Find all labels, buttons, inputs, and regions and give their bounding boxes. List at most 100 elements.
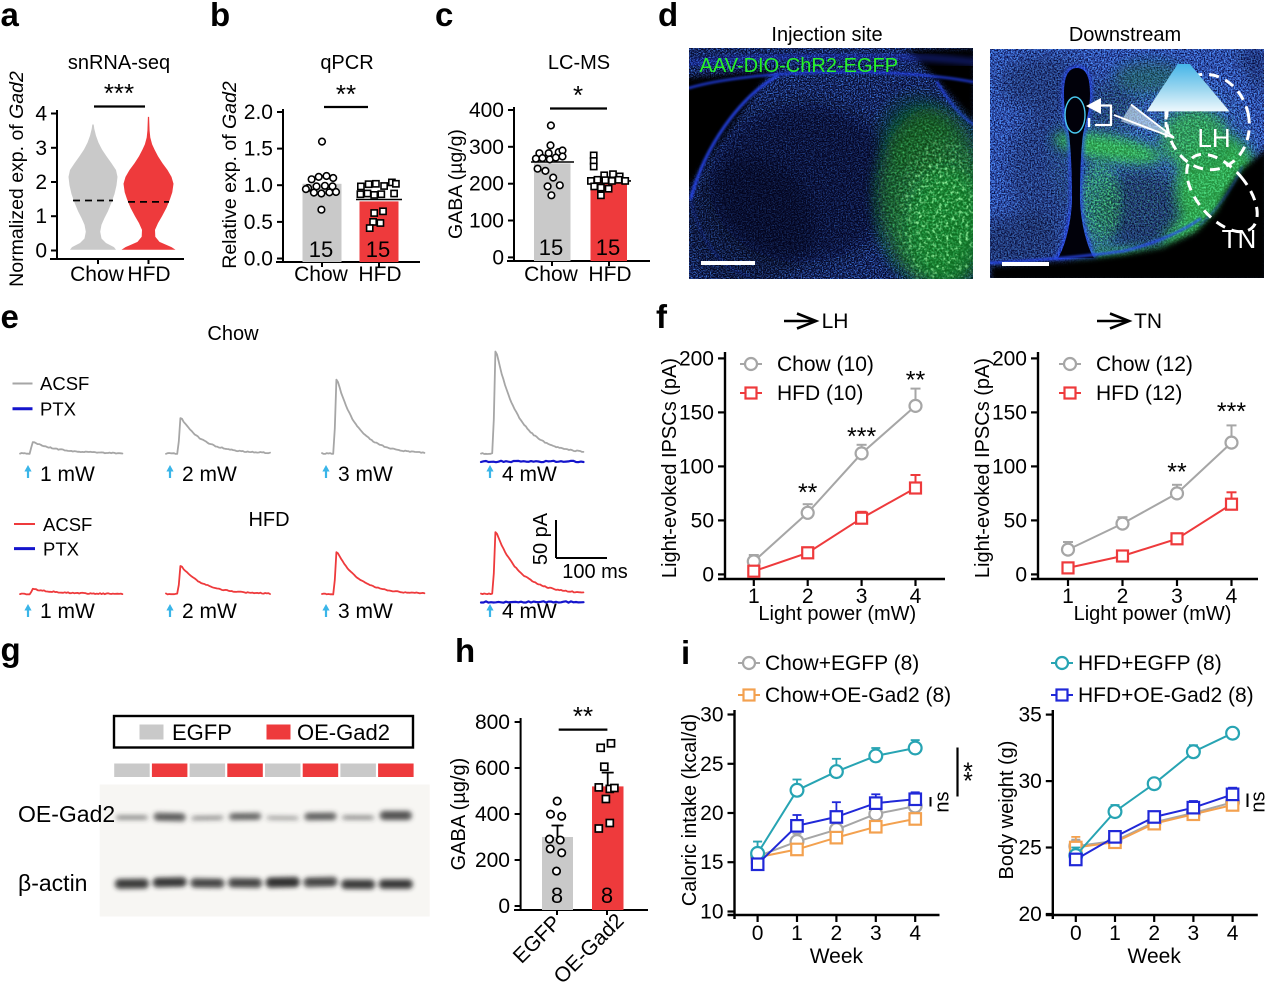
svg-text:0: 0 [1070,922,1082,945]
svg-text:**: ** [1167,458,1187,486]
svg-text:HFD: HFD [358,263,401,286]
svg-text:100: 100 [679,455,714,478]
svg-text:2: 2 [1148,922,1160,945]
svg-text:15: 15 [366,237,390,262]
svg-text:2: 2 [35,171,47,194]
svg-text:4: 4 [1226,585,1238,608]
svg-text:b: b [210,0,230,33]
svg-text:8: 8 [601,883,613,908]
svg-text:200: 200 [992,347,1027,370]
svg-text:10: 10 [700,901,723,924]
svg-text:25: 25 [700,753,723,776]
svg-text:2: 2 [1117,585,1129,608]
svg-text:c: c [435,0,453,33]
svg-text:LH: LH [822,310,849,333]
svg-text:3: 3 [35,137,47,160]
svg-text:15: 15 [700,851,723,874]
svg-text:50: 50 [691,509,714,532]
svg-text:e: e [1,298,19,335]
svg-text:Chow (10): Chow (10) [777,353,874,376]
svg-text:d: d [658,0,678,33]
svg-text:HFD (12): HFD (12) [1096,382,1182,405]
svg-text:1: 1 [1062,585,1074,608]
svg-text:Injection site: Injection site [771,24,882,46]
svg-text:3: 3 [870,922,882,945]
svg-text:Chow: Chow [70,263,125,286]
svg-text:1.0: 1.0 [244,174,273,197]
svg-text:***: *** [1217,398,1246,426]
svg-text:1.5: 1.5 [244,138,273,161]
svg-text:Week: Week [810,945,864,968]
svg-text:1: 1 [748,585,760,608]
svg-text:OE-Gad2: OE-Gad2 [297,720,390,745]
svg-text:150: 150 [992,401,1027,424]
svg-text:3: 3 [1171,585,1183,608]
svg-text:Light-evoked IPSCs (pA): Light-evoked IPSCs (pA) [659,358,681,578]
svg-text:h: h [455,632,475,669]
svg-text:g: g [1,631,21,668]
svg-text:8: 8 [551,883,563,908]
svg-text:50 pA: 50 pA [530,512,552,565]
svg-text:EGFP: EGFP [172,720,232,745]
svg-text:TN: TN [1222,224,1257,254]
svg-text:1: 1 [1109,922,1121,945]
svg-text:Chow (12): Chow (12) [1096,353,1193,376]
svg-text:i: i [681,634,690,671]
svg-text:Chow: Chow [207,323,259,345]
svg-text:β-actin: β-actin [18,870,87,896]
svg-text:Body weight (g): Body weight (g) [996,741,1018,880]
svg-text:ACSF: ACSF [40,373,89,394]
svg-text:Light power (mW): Light power (mW) [1074,603,1232,625]
svg-text:Chow+OE-Gad2 (8): Chow+OE-Gad2 (8) [765,684,951,707]
svg-text:**: ** [798,479,818,507]
svg-text:ns: ns [932,791,954,812]
svg-text:AAV-DIO-ChR2-EGFP: AAV-DIO-ChR2-EGFP [700,55,899,77]
svg-text:***: *** [847,423,876,451]
svg-text:*: * [573,80,583,110]
svg-text:PTX: PTX [40,399,76,420]
svg-text:f: f [656,298,668,335]
svg-text:a: a [1,0,20,33]
svg-text:Normalized exp. of Gad2: Normalized exp. of Gad2 [6,71,28,287]
svg-text:LH: LH [1197,123,1230,153]
svg-text:4: 4 [35,103,47,126]
svg-text:3 mW: 3 mW [338,463,393,486]
svg-text:TN: TN [1134,310,1162,333]
svg-text:4: 4 [1227,922,1239,945]
svg-text:1 mW: 1 mW [40,600,95,623]
svg-text:15: 15 [539,235,563,260]
svg-text:100 ms: 100 ms [562,561,628,583]
svg-text:15: 15 [309,237,333,262]
svg-text:0: 0 [35,240,47,263]
svg-text:20: 20 [700,802,723,825]
svg-text:100: 100 [469,210,504,233]
svg-text:ACSF: ACSF [43,514,92,535]
svg-text:3 mW: 3 mW [338,600,393,623]
svg-text:1 mW: 1 mW [40,463,95,486]
svg-text:**: ** [906,367,926,395]
svg-text:Light power (mW): Light power (mW) [758,603,916,625]
svg-text:*: * [963,758,973,786]
svg-text:3: 3 [1188,922,1200,945]
svg-text:qPCR: qPCR [320,52,373,74]
svg-text:20: 20 [1018,903,1041,926]
svg-text:150: 150 [679,401,714,424]
svg-text:HFD+EGFP (8): HFD+EGFP (8) [1078,652,1222,675]
svg-text:Caloric intake (kcal/d): Caloric intake (kcal/d) [679,714,701,906]
svg-text:Light-evoked IPSCs (pA): Light-evoked IPSCs (pA) [972,358,994,578]
svg-text:0: 0 [492,246,504,269]
svg-text:**: ** [573,701,593,731]
svg-text:0.5: 0.5 [244,211,273,234]
svg-text:HFD: HFD [588,263,631,286]
svg-text:25: 25 [1018,837,1041,860]
svg-text:*: * [963,768,973,796]
svg-text:LC-MS: LC-MS [548,52,610,74]
svg-text:35: 35 [1018,704,1041,727]
svg-text:Chow: Chow [294,263,349,286]
svg-text:GABA (µg/g): GABA (µg/g) [445,129,467,239]
svg-text:***: *** [104,78,134,108]
svg-text:ns: ns [1248,791,1269,812]
svg-text:4: 4 [910,585,922,608]
svg-text:Week: Week [1128,945,1182,968]
svg-text:2.0: 2.0 [244,101,273,124]
